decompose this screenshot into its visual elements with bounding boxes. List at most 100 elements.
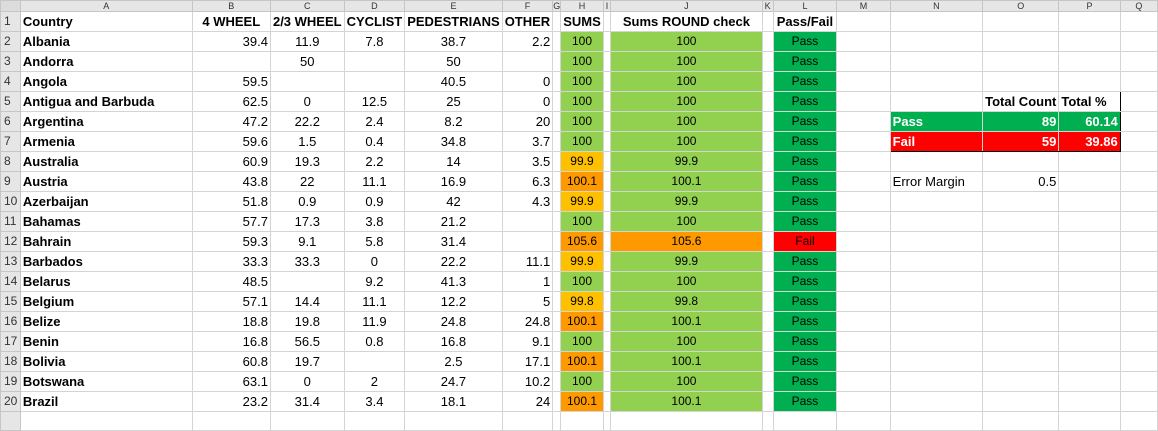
pedestrians-cell[interactable]: 34.8: [404, 131, 503, 152]
sums-cell[interactable]: 99.8: [560, 291, 604, 312]
column-i-cell[interactable]: [602, 351, 612, 372]
pedestrians-cell[interactable]: 31.4: [404, 231, 503, 252]
column-o-cell[interactable]: [982, 251, 1060, 272]
pass-fail-cell[interactable]: Pass: [772, 171, 838, 192]
column-p-cell[interactable]: [1058, 151, 1121, 172]
column-i-cell[interactable]: [602, 271, 612, 292]
column-o-cell[interactable]: [982, 291, 1060, 312]
four-wheel-cell[interactable]: 57.7: [191, 211, 271, 232]
column-g-cell[interactable]: [552, 131, 562, 152]
column-o-cell[interactable]: [982, 411, 1060, 431]
sums-cell[interactable]: 100.1: [560, 391, 604, 412]
column-header-g[interactable]: G: [552, 0, 562, 12]
cyclist-cell[interactable]: 0.9: [343, 191, 406, 212]
summary-pass-count[interactable]: 89: [982, 111, 1060, 132]
other-cell[interactable]: 5: [501, 291, 554, 312]
pedestrians-cell[interactable]: 18.1: [404, 391, 503, 412]
column-g-cell[interactable]: [552, 351, 562, 372]
cyclist-cell[interactable]: 3.8: [343, 211, 406, 232]
column-p-cell[interactable]: [1058, 371, 1121, 392]
column-i-cell[interactable]: [602, 151, 612, 172]
four-wheel-cell[interactable]: 51.8: [191, 191, 271, 212]
column-k-cell[interactable]: [761, 271, 774, 292]
country-cell[interactable]: Andorra: [19, 51, 193, 72]
row-header[interactable]: 18: [0, 351, 21, 372]
four-wheel-cell[interactable]: [191, 51, 271, 72]
cyclist-cell[interactable]: 2.4: [343, 111, 406, 132]
other-cell[interactable]: [501, 211, 554, 232]
two-three-wheel-cell[interactable]: 50: [269, 51, 345, 72]
column-i-cell[interactable]: [602, 191, 612, 212]
column-header-l[interactable]: L: [772, 0, 838, 12]
column-n-cell[interactable]: [889, 211, 984, 232]
round-check-cell[interactable]: 99.9: [610, 251, 763, 272]
other-cell[interactable]: 10.2: [501, 371, 554, 392]
two-three-wheel-cell[interactable]: [269, 271, 345, 292]
column-i-cell[interactable]: [602, 111, 612, 132]
country-cell[interactable]: Bahamas: [19, 211, 193, 232]
column-k-cell[interactable]: [761, 371, 774, 392]
round-check-cell[interactable]: 99.8: [610, 291, 763, 312]
column-m-cell[interactable]: [836, 291, 891, 312]
pedestrians-cell[interactable]: 8.2: [404, 111, 503, 132]
column-m-cell[interactable]: [836, 131, 891, 152]
column-i-cell[interactable]: [602, 71, 612, 92]
cyclist-cell[interactable]: 2: [343, 371, 406, 392]
column-i-cell[interactable]: [602, 411, 612, 431]
column-p-cell[interactable]: [1058, 411, 1121, 431]
column-m-cell[interactable]: [836, 11, 891, 32]
pass-fail-cell[interactable]: Pass: [772, 251, 838, 272]
total-count-header[interactable]: Total Count: [982, 91, 1060, 112]
column-g-cell[interactable]: [552, 291, 562, 312]
column-i-cell[interactable]: [602, 291, 612, 312]
two-three-wheel-cell[interactable]: 22: [269, 171, 345, 192]
column-n-cell[interactable]: [889, 231, 984, 252]
country-cell[interactable]: Australia: [19, 151, 193, 172]
column-i-cell[interactable]: [602, 11, 612, 32]
country-cell[interactable]: Botswana: [19, 371, 193, 392]
column-p-cell[interactable]: [1058, 191, 1121, 212]
column-i-cell[interactable]: [602, 311, 612, 332]
column-i-cell[interactable]: [602, 31, 612, 52]
sums-cell[interactable]: 100.1: [560, 351, 604, 372]
header-country[interactable]: Country: [19, 11, 193, 32]
sums-cell[interactable]: 100: [560, 111, 604, 132]
column-n-cell[interactable]: [889, 351, 984, 372]
column-n-cell[interactable]: [889, 391, 984, 412]
sums-cell[interactable]: 100: [560, 371, 604, 392]
pass-fail-cell[interactable]: Pass: [772, 31, 838, 52]
row-header[interactable]: 9: [0, 171, 21, 192]
four-wheel-cell[interactable]: [191, 411, 271, 431]
column-g-cell[interactable]: [552, 311, 562, 332]
header-sums[interactable]: SUMS: [560, 11, 604, 32]
column-g-cell[interactable]: [552, 171, 562, 192]
round-check-cell[interactable]: 100: [610, 211, 763, 232]
cyclist-cell[interactable]: [343, 351, 406, 372]
two-three-wheel-cell[interactable]: 56.5: [269, 331, 345, 352]
row-header[interactable]: 12: [0, 231, 21, 252]
pass-fail-cell[interactable]: Pass: [772, 371, 838, 392]
two-three-wheel-cell[interactable]: 17.3: [269, 211, 345, 232]
column-m-cell[interactable]: [836, 71, 891, 92]
column-n-cell[interactable]: [889, 51, 984, 72]
column-g-cell[interactable]: [552, 151, 562, 172]
column-q-cell[interactable]: [1119, 271, 1158, 292]
column-p-cell[interactable]: [1058, 31, 1121, 52]
sums-cell[interactable]: 100: [560, 31, 604, 52]
column-k-cell[interactable]: [761, 211, 774, 232]
four-wheel-cell[interactable]: 60.8: [191, 351, 271, 372]
other-cell[interactable]: 3.5: [501, 151, 554, 172]
four-wheel-cell[interactable]: 57.1: [191, 291, 271, 312]
pass-fail-cell[interactable]: Pass: [772, 391, 838, 412]
cyclist-cell[interactable]: [343, 71, 406, 92]
other-cell[interactable]: 11.1: [501, 251, 554, 272]
four-wheel-cell[interactable]: 18.8: [191, 311, 271, 332]
other-cell[interactable]: 1: [501, 271, 554, 292]
other-cell[interactable]: 0: [501, 91, 554, 112]
sums-cell[interactable]: 100: [560, 51, 604, 72]
column-q-cell[interactable]: [1119, 51, 1158, 72]
column-n-cell[interactable]: [889, 191, 984, 212]
row-header[interactable]: 7: [0, 131, 21, 152]
column-p-cell[interactable]: [1058, 251, 1121, 272]
column-header-f[interactable]: F: [501, 0, 554, 12]
